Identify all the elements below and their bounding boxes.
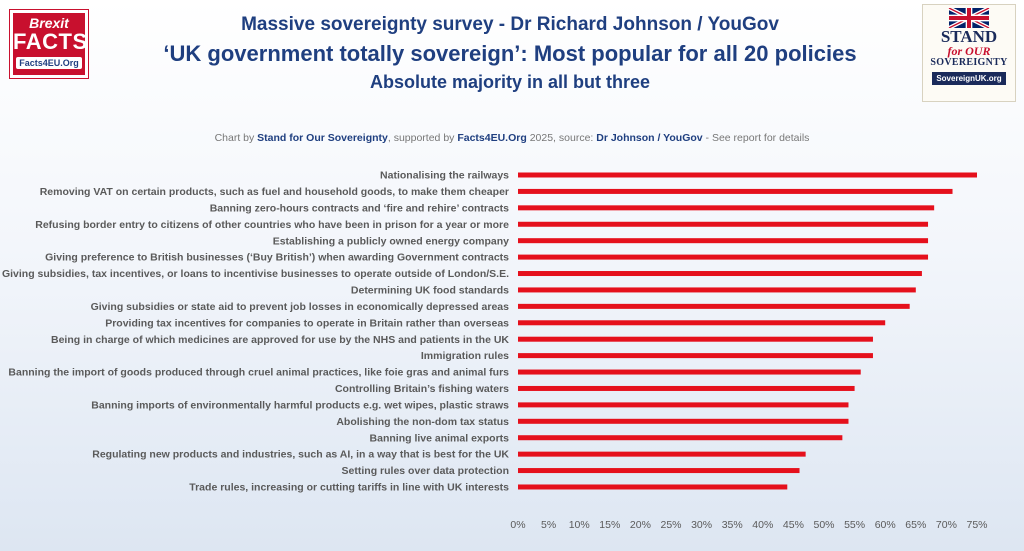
logo-right-line2: for OUR (947, 44, 991, 58)
x-tick-label: 0% (510, 519, 525, 531)
logo-right-line1: STAND (940, 27, 998, 46)
x-tick-label: 60% (875, 519, 896, 531)
category-label: Banning live animal exports (370, 432, 510, 444)
x-tick-label: 65% (905, 519, 926, 531)
bar (518, 303, 910, 309)
chart-title: Massive sovereignty survey - Dr Richard … (241, 14, 779, 35)
bar (518, 418, 849, 424)
credit-text-1: Chart by (214, 132, 258, 144)
bar (518, 172, 977, 178)
credit-source: Dr Johnson / YouGov (596, 132, 703, 144)
chart-titles: Massive sovereignty survey - Dr Richard … (100, 14, 920, 93)
category-label: Abolishing the non-dom tax status (336, 416, 509, 428)
bar (518, 385, 855, 391)
bar (518, 254, 929, 260)
category-label: Refusing border entry to citizens of oth… (35, 219, 509, 231)
bar (518, 188, 953, 194)
union-flag-icon (948, 8, 990, 28)
category-label: Giving subsidies or state aid to prevent… (91, 301, 510, 313)
bar (518, 205, 935, 211)
category-label: Banning zero-hours contracts and ‘fire a… (210, 202, 509, 214)
bar (518, 336, 873, 342)
x-tick-label: 35% (722, 519, 743, 531)
x-tick-label: 50% (813, 519, 834, 531)
bar (518, 353, 873, 359)
bar (518, 221, 929, 227)
x-tick-label: 45% (783, 519, 804, 531)
x-tick-label: 30% (691, 519, 712, 531)
bar (518, 320, 886, 326)
chart-subtitle-2: Absolute majority in all but three (369, 72, 651, 92)
x-tick-label: 75% (966, 519, 987, 531)
chart-credit: Chart by Stand for Our Sovereignty, supp… (0, 132, 1024, 144)
category-label: Removing VAT on certain products, such a… (40, 186, 509, 198)
bar (518, 271, 922, 277)
bar (518, 484, 788, 490)
category-label: Providing tax incentives for companies t… (105, 317, 509, 329)
bar (518, 451, 806, 457)
category-label: Controlling Britain’s fishing waters (335, 383, 509, 395)
category-label: Banning the import of goods produced thr… (8, 367, 509, 379)
x-tick-label: 70% (936, 519, 957, 531)
category-label: Establishing a publicly owned energy com… (273, 235, 509, 247)
bar (518, 238, 929, 244)
x-tick-label: 25% (660, 519, 681, 531)
credit-text-2: , supported by (387, 132, 458, 144)
x-tick-label: 15% (599, 519, 620, 531)
category-label: Banning imports of environmentally harmf… (91, 399, 509, 411)
category-label: Setting rules over data protection (342, 465, 509, 477)
chart-subtitle: ‘UK government totally sovereign’: Most … (163, 41, 857, 66)
x-tick-label: 10% (569, 519, 590, 531)
bar (518, 435, 843, 441)
logo-left-line1: Brexit (29, 15, 69, 31)
category-label: Immigration rules (421, 350, 509, 362)
bar (518, 468, 800, 474)
stand-for-our-sovereignty-logo: STAND for OUR SOVEREIGNTY SovereignUK.or… (922, 4, 1016, 102)
category-label: Nationalising the railways (380, 170, 509, 182)
credit-text-4: - See report for details (702, 132, 810, 144)
category-label: Giving preference to British businesses … (45, 252, 509, 264)
brexit-facts-logo: Brexit FACTS Facts4EU.Org (10, 10, 88, 78)
bar (518, 402, 849, 408)
logo-right-line3: SOVEREIGNTY (930, 57, 1008, 68)
category-label: Being in charge of which medicines are a… (51, 334, 509, 346)
category-label: Trade rules, increasing or cutting tarif… (189, 482, 509, 494)
x-tick-label: 55% (844, 519, 865, 531)
x-tick-label: 20% (630, 519, 651, 531)
x-tick-label: 40% (752, 519, 773, 531)
x-tick-label: 5% (541, 519, 556, 531)
logo-right-line4: SovereignUK.org (932, 72, 1006, 85)
bar (518, 369, 861, 375)
credit-text-3: 2025, source: (526, 132, 597, 144)
logo-left-line2: FACTS (13, 29, 88, 54)
credit-supporter: Facts4EU.Org (457, 132, 527, 144)
category-label: Giving subsidies, tax incentives, or loa… (2, 268, 509, 280)
category-label: Determining UK food standards (351, 285, 509, 297)
credit-author: Stand for Our Sovereignty (257, 132, 388, 144)
bar (518, 287, 916, 293)
logo-left-line3: Facts4EU.Org (16, 57, 82, 69)
category-label: Regulating new products and industries, … (92, 449, 509, 461)
